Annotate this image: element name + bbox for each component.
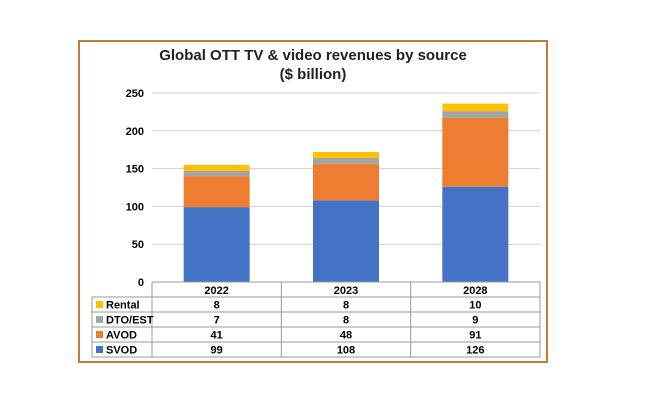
legend-key [96,301,103,308]
table-cell-value: 8 [343,315,349,327]
table-cell-value: 91 [469,330,481,342]
legend-key [96,316,103,323]
bar-rental-2022 [183,164,250,171]
table-cell-value: 48 [340,330,352,342]
table-cell-value: 7 [214,315,220,327]
bar-avod-2023 [313,164,379,201]
bar-avod-2028 [442,117,509,187]
x-tick-label: 2022 [204,285,228,297]
y-tick-label: 150 [126,164,144,176]
y-tick-label: 0 [138,277,144,289]
table-cell-value: 8 [343,300,349,312]
bar-rental-2028 [442,103,509,112]
table-cell-value: 99 [211,345,223,357]
y-tick-label: 250 [126,88,144,100]
bar-dto-est-2028 [442,111,509,118]
chart-subtitle: ($ billion) [279,66,347,83]
legend-label: SVOD [106,345,137,357]
table-cell-value: 8 [214,300,220,312]
table-cell-value: 108 [337,345,355,357]
x-tick-label: 2028 [463,285,487,297]
x-tick-label: 2023 [334,285,358,297]
y-tick-label: 50 [132,239,144,251]
table-cell-value: 41 [211,330,223,342]
chart-title: Global OTT TV & video revenues by source… [78,46,548,84]
bar-avod-2022 [183,176,250,208]
legend-label: Rental [106,300,140,312]
y-tick-label: 200 [126,126,144,138]
table-cell-value: 9 [472,315,478,327]
bar-dto-est-2022 [183,170,250,177]
bar-dto-est-2023 [313,158,379,165]
bar-rental-2023 [313,151,379,159]
chart-title-line: Global OTT TV & video revenues by source [159,47,467,64]
bar-svod-2023 [313,200,379,282]
legend-label: DTO/EST [106,315,154,327]
bar-svod-2022 [183,207,250,282]
y-tick-label: 100 [126,201,144,213]
legend-key [96,346,103,353]
table-cell-value: 10 [469,300,481,312]
legend-key [96,331,103,338]
bar-svod-2028 [442,186,509,282]
table-cell-value: 126 [466,345,484,357]
legend-label: AVOD [106,330,137,342]
